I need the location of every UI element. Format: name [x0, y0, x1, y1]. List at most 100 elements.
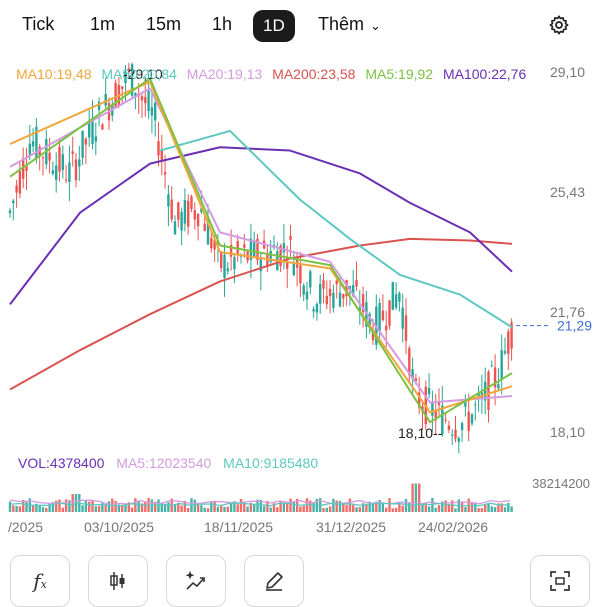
volume-bar: [183, 500, 187, 512]
candle-body: [361, 294, 365, 312]
candle-body: [378, 303, 381, 331]
volume-bar: [140, 503, 144, 512]
candle-body: [177, 202, 180, 220]
tab-more[interactable]: Thêm ⌄: [318, 14, 381, 35]
candle-body: [371, 328, 375, 341]
tab-15m[interactable]: 15m: [146, 14, 182, 34]
candle-body: [404, 315, 408, 341]
candle-body: [84, 138, 88, 145]
volume-bar: [88, 501, 91, 512]
volume-bar: [163, 503, 167, 512]
volume-bar: [493, 507, 497, 512]
volume-bar: [368, 501, 371, 512]
fullscreen-button[interactable]: [530, 555, 590, 607]
volume-bar: [64, 499, 68, 512]
volume-bar: [48, 503, 51, 512]
candle-body: [213, 240, 216, 250]
volume-bar: [121, 504, 124, 512]
candle-body: [411, 369, 414, 380]
volume-bar: [84, 500, 88, 512]
volume-bar: [167, 502, 170, 512]
volume-bar: [180, 505, 183, 512]
candle-body: [305, 291, 309, 300]
candle-body: [187, 200, 190, 227]
candle-body: [282, 243, 286, 253]
ma10-legend: MA10:19,48: [16, 66, 92, 82]
volume-bar: [94, 506, 97, 512]
volume-bar: [487, 504, 490, 512]
y-tick-label: 25,43: [550, 184, 585, 200]
vol-ma10-legend: MA10:9185480: [223, 455, 319, 471]
volume-ma5-line: [9, 499, 511, 506]
candle-body: [134, 92, 137, 98]
volume-bar: [309, 500, 312, 512]
volume-bar: [418, 483, 421, 512]
x-tick-label: 24/02/2026: [418, 519, 488, 535]
volume-bar: [272, 503, 276, 512]
volume-bar: [223, 506, 226, 512]
volume-bar: [220, 505, 223, 512]
volume-bar: [292, 501, 295, 512]
candle-body: [381, 310, 385, 320]
tab-1h[interactable]: 1h: [212, 14, 233, 34]
volume-bar: [243, 501, 246, 512]
volume-bar: [177, 502, 180, 512]
volume-bar: [510, 506, 513, 512]
candle-body: [170, 199, 173, 220]
candle-body: [490, 365, 493, 367]
volume-bar: [104, 504, 107, 512]
candle-body: [325, 295, 328, 305]
tab-1m[interactable]: 1m: [90, 14, 116, 34]
candle-body: [299, 265, 302, 284]
candle-body: [286, 262, 289, 269]
y-tick-label: 21,76: [550, 304, 585, 320]
volume-bar: [338, 500, 342, 512]
candle-body: [434, 409, 437, 421]
candle-body: [74, 159, 78, 181]
y-tick-label: 29,10: [550, 64, 585, 80]
tab-tick[interactable]: Tick: [22, 14, 55, 34]
candle-body: [12, 200, 15, 204]
indicator-button[interactable]: fx: [10, 555, 70, 607]
candle-body: [183, 200, 187, 224]
volume-bar: [173, 504, 177, 512]
volume-bar: [144, 502, 147, 512]
volume-ma10-line: [9, 502, 511, 507]
candle-body: [289, 236, 292, 240]
candle-body: [25, 166, 28, 171]
volume-bar: [286, 504, 289, 512]
y-tick-label: 18,10: [550, 424, 585, 440]
volume-bar: [262, 506, 266, 512]
candle-body: [355, 279, 358, 287]
volume-bar: [160, 502, 163, 512]
tab-1d[interactable]: 1D: [253, 10, 295, 42]
gear-icon[interactable]: [548, 14, 570, 36]
candle-body: [127, 68, 130, 72]
volume-bar: [497, 503, 500, 512]
volume-bar: [196, 503, 200, 512]
chart-type-button[interactable]: [88, 555, 148, 607]
volume-bar: [398, 503, 401, 512]
volume-bar: [256, 499, 259, 512]
volume-bar: [276, 507, 279, 512]
candle-body: [414, 378, 418, 382]
ai-analysis-button[interactable]: [166, 555, 226, 607]
volume-bar: [355, 507, 358, 512]
candle-body: [503, 350, 507, 354]
volume-bar: [74, 494, 78, 512]
function-icon: fx: [33, 569, 47, 593]
candle-body: [41, 157, 45, 159]
volume-bar: [312, 502, 315, 512]
volume-bar: [51, 502, 55, 512]
volume-bar: [206, 508, 210, 512]
volume-bar: [394, 507, 398, 512]
candle-body: [15, 185, 18, 193]
candle-body: [319, 283, 322, 304]
draw-button[interactable]: [244, 555, 304, 607]
candle-body: [484, 381, 487, 401]
candle-body: [497, 383, 500, 389]
candle-body: [48, 152, 51, 161]
candle-body: [460, 422, 464, 431]
vol-ma5-legend: MA5:12023540: [116, 455, 212, 471]
